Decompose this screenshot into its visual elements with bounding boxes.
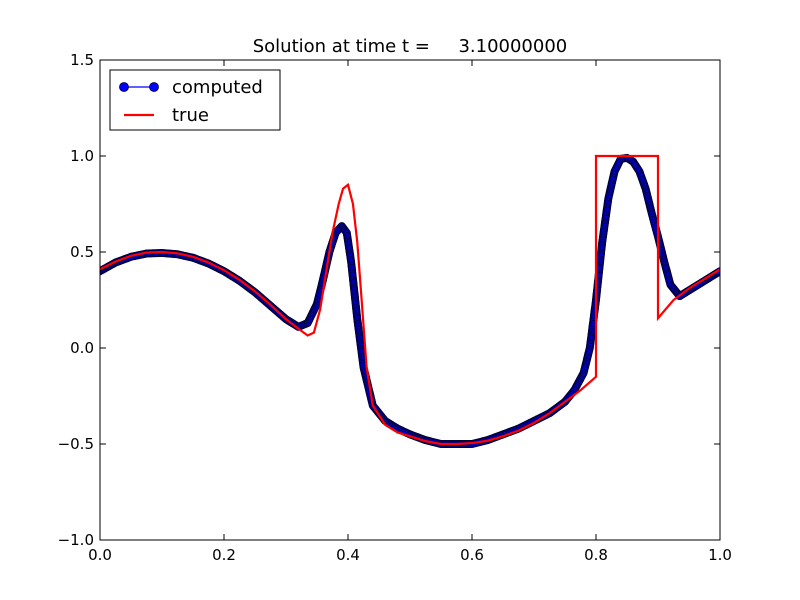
plot-area xyxy=(100,153,720,448)
y-tick-label: −0.5 xyxy=(58,435,94,453)
x-tick-label: 0.0 xyxy=(88,546,112,564)
legend-box xyxy=(109,69,281,131)
y-tick-label: 0.0 xyxy=(70,339,94,357)
legend-computed-marker xyxy=(119,82,129,92)
x-tick-label: 0.4 xyxy=(336,546,360,564)
x-tick-label: 0.2 xyxy=(212,546,236,564)
legend: computed true xyxy=(109,69,281,131)
legend-computed-label: computed xyxy=(172,77,263,98)
chart-title: Solution at time t = 3.10000000 xyxy=(253,36,568,57)
legend-true-label: true xyxy=(172,105,209,126)
series-group xyxy=(100,153,720,448)
axes-border xyxy=(99,59,721,541)
x-tick-label: 0.6 xyxy=(460,546,484,564)
axes-frame xyxy=(99,59,721,541)
ticks: 0.0 0.2 0.4 0.6 0.8 1.0 1.5 1.0 0.5 0.0 −0.5 −1.0 xyxy=(58,51,732,564)
y-tick-label: 0.5 xyxy=(70,243,94,261)
x-tick-label: 0.8 xyxy=(584,546,608,564)
y-tick-label: 1.5 xyxy=(70,51,94,69)
y-tick-label: −1.0 xyxy=(58,531,94,549)
legend-computed-marker xyxy=(149,82,159,92)
x-tick-label: 1.0 xyxy=(708,546,732,564)
y-tick-label: 1.0 xyxy=(70,147,94,165)
series-true-line xyxy=(100,154,720,446)
